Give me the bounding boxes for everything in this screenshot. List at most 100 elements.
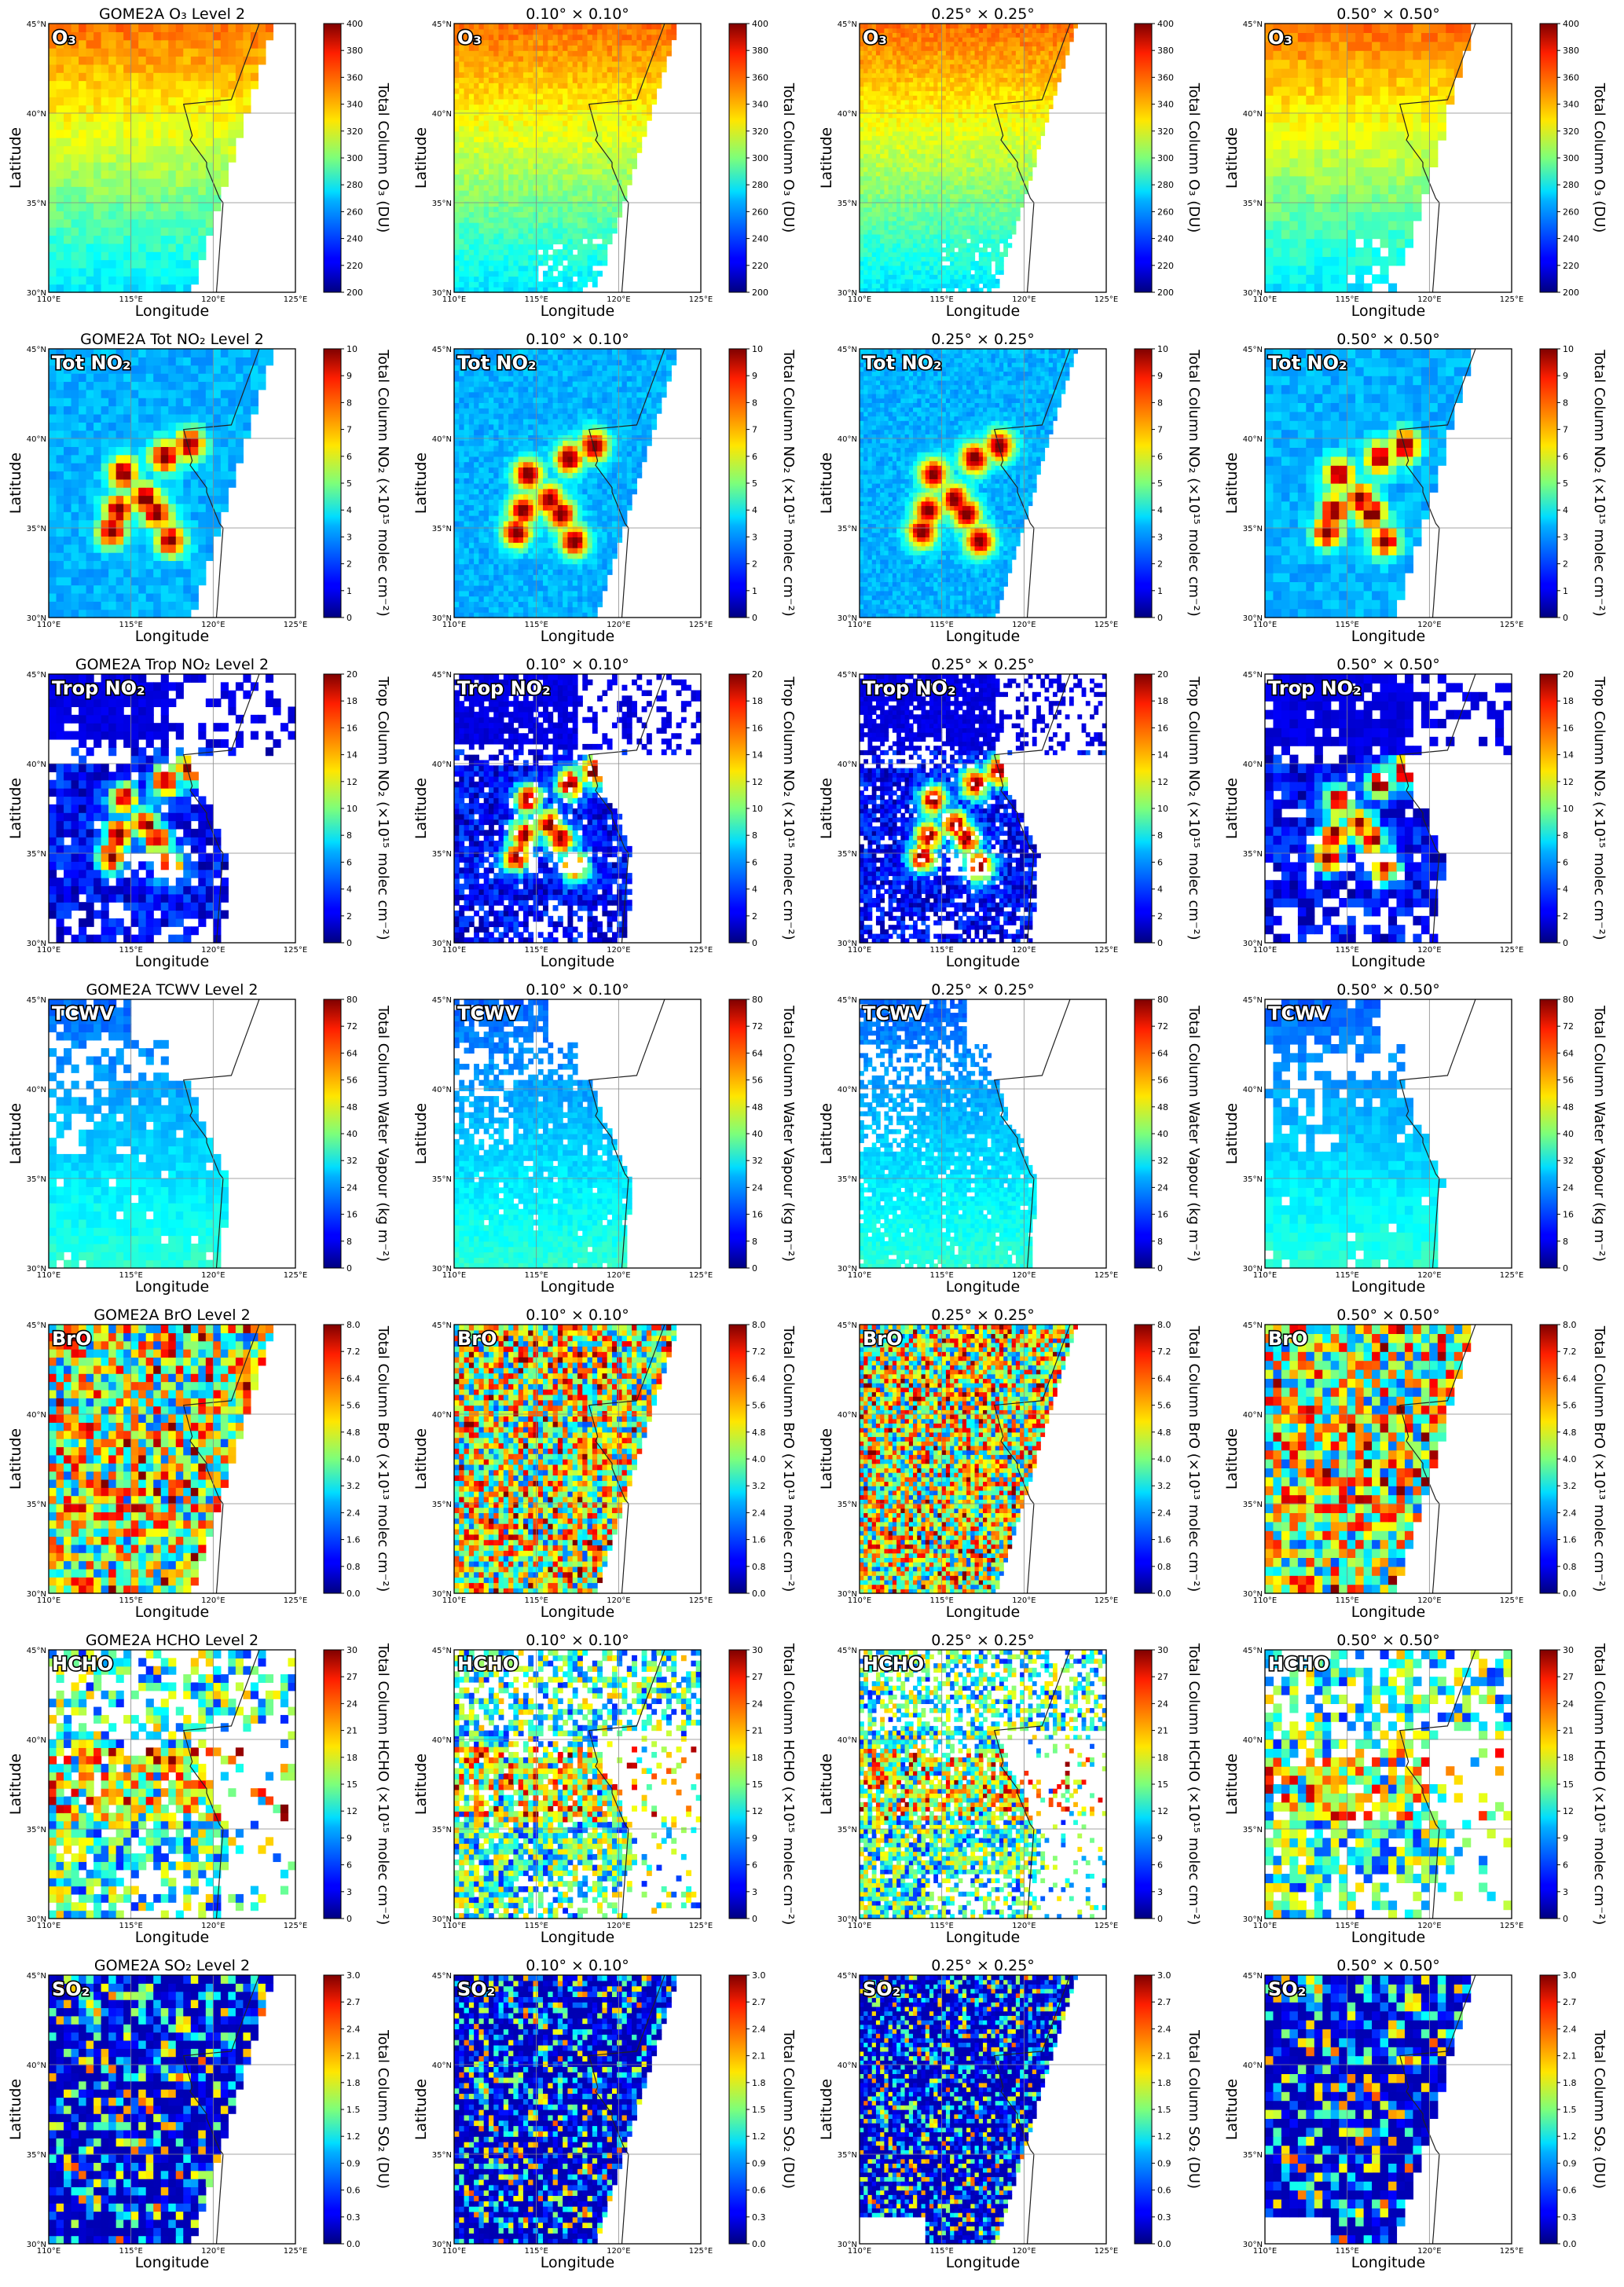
grid-cell [1020, 198, 1025, 203]
grid-cell [543, 115, 548, 121]
grid-cell [522, 50, 529, 57]
grid-cell [138, 129, 147, 138]
grid-cell [900, 220, 906, 226]
grid-cell [641, 71, 647, 78]
grid-cell [190, 276, 199, 285]
grid-cell [954, 50, 959, 56]
grid-cell [190, 162, 199, 171]
grid-cell [79, 145, 87, 155]
grid-cell [954, 162, 959, 167]
grid-cell [1015, 95, 1021, 101]
grid-cell [626, 66, 632, 73]
grid-cell [661, 28, 667, 35]
grid-cell [522, 60, 529, 68]
grid-cell [518, 244, 524, 250]
grid-cell [888, 122, 893, 127]
grid-cell [478, 56, 485, 62]
grid-cell [175, 24, 184, 32]
grid-cell [987, 77, 992, 82]
grid-cell [1003, 162, 1008, 167]
grid-cell [991, 144, 996, 150]
grid-cell [888, 140, 893, 145]
grid-cell [582, 200, 588, 207]
grid-cell [258, 31, 266, 41]
grid-cell [483, 190, 489, 196]
grid-cell [567, 158, 574, 164]
grid-cell [1007, 167, 1013, 172]
grid-cell [983, 203, 988, 208]
grid-cell [243, 64, 251, 73]
grid-cell [626, 174, 632, 180]
grid-cell [621, 28, 628, 35]
grid-cell [896, 175, 901, 181]
grid-cell [888, 117, 893, 123]
grid-cell [93, 137, 102, 147]
grid-cell [632, 147, 637, 153]
grid-cell [962, 104, 967, 109]
grid-cell [548, 39, 554, 46]
grid-cell [999, 90, 1004, 96]
grid-cell [937, 203, 943, 208]
grid-cell [995, 68, 1000, 74]
grid-cell [875, 171, 881, 177]
grid-cell [1040, 99, 1046, 105]
grid-cell [587, 60, 593, 68]
grid-cell [921, 207, 926, 212]
grid-cell [966, 269, 971, 275]
grid-cell [93, 203, 102, 211]
grid-cell [962, 261, 967, 266]
grid-cell [123, 284, 132, 293]
grid-cell [183, 31, 192, 41]
grid-cell [213, 145, 222, 155]
grid-cell [1032, 95, 1037, 101]
grid-cell [145, 145, 154, 155]
grid-cell [503, 185, 509, 191]
grid-cell [867, 122, 873, 127]
grid-cell [999, 148, 1004, 154]
grid-cell [493, 45, 500, 51]
colorbar-tick-label: 340 [752, 100, 768, 110]
grid-cell [533, 217, 539, 223]
grid-cell [563, 28, 569, 35]
grid-cell [454, 158, 460, 164]
grid-cell [528, 152, 534, 159]
grid-cell [983, 82, 988, 87]
grid-cell [115, 170, 124, 179]
grid-cell [522, 93, 529, 100]
grid-cell [875, 233, 881, 240]
grid-cell [904, 278, 910, 284]
grid-cell [464, 217, 470, 223]
grid-cell [1011, 185, 1017, 190]
grid-cell [974, 220, 980, 226]
grid-cell [871, 251, 877, 257]
grid-cell [913, 104, 918, 109]
grid-cell [607, 88, 613, 94]
grid-cell [528, 249, 534, 255]
grid-cell [970, 50, 976, 56]
grid-cell [611, 136, 618, 143]
grid-cell [592, 174, 598, 180]
grid-cell [572, 206, 578, 212]
grid-cell [557, 270, 563, 277]
grid-cell [632, 115, 637, 121]
grid-cell [1032, 148, 1037, 154]
grid-cell [474, 136, 479, 143]
grid-cell [198, 88, 207, 97]
grid-cell [978, 126, 984, 132]
grid-cell [867, 148, 873, 154]
grid-cell [896, 220, 901, 226]
grid-cell [49, 211, 57, 220]
grid-cell [626, 136, 632, 143]
grid-cell [175, 170, 184, 179]
grid-cell [478, 281, 485, 288]
grid-cell [602, 158, 608, 164]
grid-cell [921, 180, 926, 185]
grid-cell [1044, 104, 1050, 109]
grid-cell [978, 82, 984, 87]
grid-cell [597, 222, 603, 229]
grid-cell [483, 141, 489, 148]
grid-cell [950, 153, 955, 159]
coastline [588, 23, 665, 293]
grid-cell [537, 287, 544, 293]
grid-cell [567, 276, 574, 282]
